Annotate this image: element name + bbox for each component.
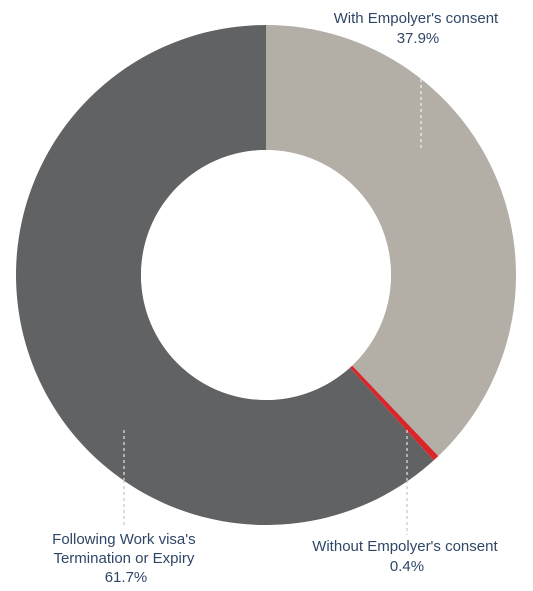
donut-hole [141, 150, 391, 400]
label-without-consent: Without Empolyer's consent 0.4% [312, 538, 502, 575]
label-work-visa: Following Work visa's Termination or Exp… [52, 531, 200, 586]
label-work-visa-line-1: Following Work visa's [52, 531, 195, 548]
slice-with-consent [266, 25, 516, 457]
donut-slices [16, 25, 516, 525]
label-work-visa-value: 61.7% [105, 569, 148, 586]
label-without-consent-value: 0.4% [390, 558, 424, 575]
slice-without-consent [349, 365, 439, 461]
slice-labels: With Empolyer's consent 37.9% Without Em… [52, 10, 503, 586]
slice-work-visa [16, 25, 434, 525]
label-with-consent-name: With Empolyer's consent [334, 10, 499, 27]
label-work-visa-line-2: Termination or Expiry [53, 550, 194, 567]
label-with-consent-value: 37.9% [397, 30, 440, 47]
leader-lines [123, 55, 422, 535]
label-with-consent: With Empolyer's consent 37.9% [334, 10, 503, 47]
label-without-consent-name: Without Empolyer's consent [312, 538, 498, 555]
